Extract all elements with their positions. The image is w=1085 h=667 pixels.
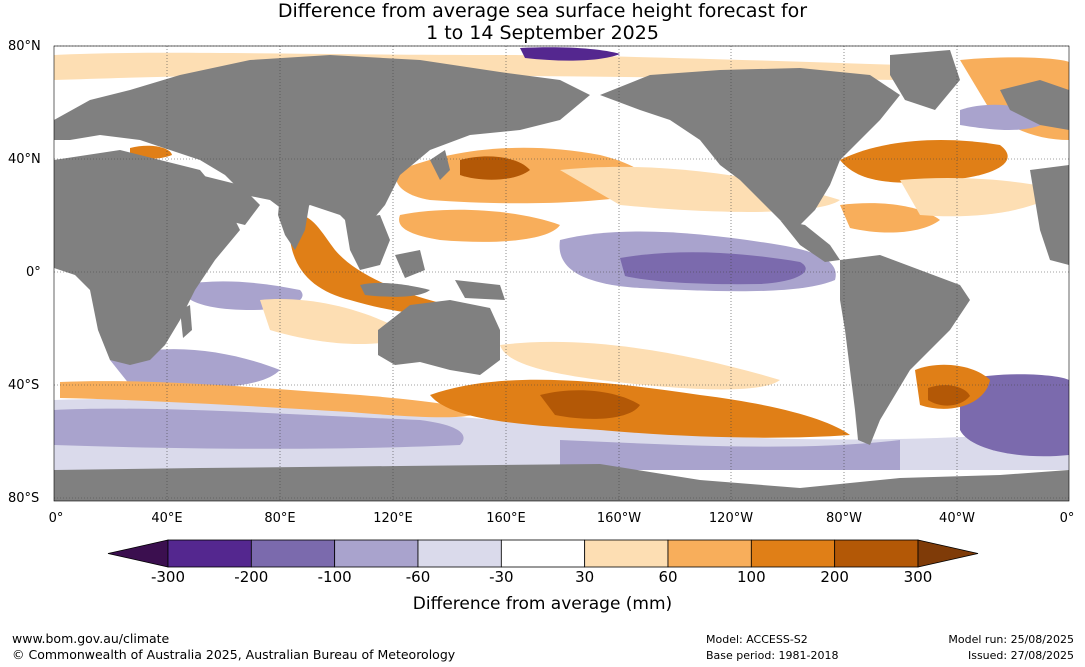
south-pacific-light-positive [500, 341, 780, 390]
gulf-stream-positive [840, 140, 1008, 183]
colorbar-segment [167, 539, 252, 568]
colorbar-tick-label: -60 [405, 568, 431, 586]
footer-model: Model: ACCESS-S2 [706, 633, 808, 646]
south-pacific-positive-core [540, 390, 640, 419]
lon-label-80e: 80°E [264, 511, 296, 526]
footer-model-run: Model run: 25/08/2025 [948, 633, 1074, 646]
colorbar-tick-label: 60 [658, 568, 678, 586]
lon-label-120w: 120°W [708, 511, 754, 526]
land-north-america [600, 68, 900, 225]
lat-label-40n: 40°N [8, 152, 41, 167]
lon-label-120e: 120°E [373, 511, 413, 526]
land-madagascar [180, 305, 192, 338]
land-masses [54, 50, 1069, 501]
colorbar-segment [584, 539, 669, 568]
lat-label-0: 0° [26, 265, 41, 280]
colorbar-extend-high [917, 539, 979, 568]
land-japan [430, 150, 450, 180]
colorbar-segment [334, 539, 419, 568]
land-central-america [780, 220, 840, 262]
land-greenland [890, 50, 960, 110]
colorbar-tick-label: -100 [317, 568, 352, 586]
land-new-guinea [455, 280, 505, 300]
land-scandinavia [1000, 80, 1069, 130]
colorbar-tick-label: 200 [820, 568, 849, 586]
west-pacific-positive [399, 209, 560, 242]
land-australia [378, 300, 500, 375]
land-west-africa-east-edge [1030, 165, 1069, 265]
land-africa [54, 150, 240, 365]
south-atlantic-positive-core [928, 385, 970, 406]
lon-label-80w: 80°W [826, 511, 862, 526]
footer-website: www.bom.gov.au/climate [12, 631, 170, 646]
southern-ocean-negative-east [560, 440, 900, 470]
lon-label-0-west: 0° [48, 511, 64, 526]
colorbar-segment [250, 539, 336, 568]
colorbar-segment [667, 539, 752, 568]
indian-south-negative [110, 349, 280, 388]
lon-label-40w: 40°W [939, 511, 975, 526]
colorbar-segment [750, 539, 836, 568]
kuroshio-positive [396, 147, 648, 204]
lat-label-80s: 80°S [8, 491, 40, 506]
land-eurasia [54, 55, 590, 235]
lon-label-160e: 160°E [486, 511, 526, 526]
colorbar [107, 539, 979, 568]
footer-copyright: © Commonwealth of Australia 2025, Austra… [12, 647, 456, 662]
colorbar-tick-label: -200 [234, 568, 269, 586]
lon-label-160w: 160°W [596, 511, 642, 526]
land-south-america [840, 255, 970, 445]
land-arabia [200, 175, 260, 225]
north-atlantic-light-positive [900, 178, 1060, 217]
colorbar-segment [417, 539, 502, 568]
colorbar-segment [500, 539, 586, 568]
lat-label-40s: 40°S [8, 378, 40, 393]
south-pacific-positive [430, 379, 850, 438]
map-title-line2: 1 to 14 September 2025 [426, 22, 659, 44]
land-southeast-asia [345, 215, 390, 270]
land-indonesia [360, 282, 430, 297]
lon-label-40e: 40°E [151, 511, 183, 526]
caribbean-positive [840, 203, 940, 233]
kuroshio-positive-core [460, 156, 530, 180]
colorbar-extend-low [107, 539, 169, 568]
colorbar-tick-label: 100 [737, 568, 766, 586]
land-borneo [395, 250, 425, 278]
colorbar-tick-label: 30 [575, 568, 595, 586]
colorbar-tick-label: -30 [489, 568, 514, 586]
land-antarctica [54, 464, 1069, 501]
lon-label-0-east: 0° [1059, 511, 1075, 526]
lat-label-80n: 80°N [8, 39, 41, 54]
southern-positive-band [60, 381, 480, 418]
colorbar-tick-label: -300 [150, 568, 186, 586]
footer-issued: Issued: 27/08/2025 [967, 649, 1074, 662]
colorbar-tick-label: 300 [903, 568, 933, 586]
map-frame [53, 45, 1070, 502]
map-title-line1: Difference from average sea surface heig… [277, 0, 808, 22]
indian-ocean-light-positive [260, 299, 410, 345]
south-atlantic-negative [960, 374, 1069, 457]
colorbar-segment [834, 539, 919, 568]
footer-base-period: Base period: 1981-2018 [706, 649, 839, 662]
bay-of-bengal-positive [289, 214, 470, 316]
arctic-negative [520, 47, 620, 61]
land-india [278, 195, 310, 250]
colorbar-title: Difference from average (mm) [412, 594, 673, 614]
pacific-equatorial-strong-negative [620, 252, 806, 285]
southern-ocean-negative-mid [54, 408, 464, 449]
anomaly-layer [54, 47, 1069, 470]
